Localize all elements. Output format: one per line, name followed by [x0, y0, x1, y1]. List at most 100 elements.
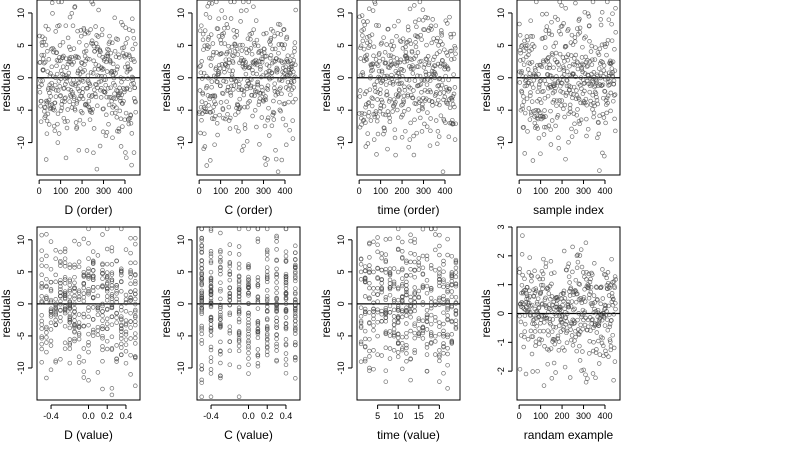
data-point [569, 126, 574, 132]
data-point [291, 69, 296, 75]
data-point [103, 77, 108, 82]
data-point [441, 296, 446, 302]
data-point [359, 122, 364, 127]
data-point [525, 67, 531, 72]
data-point [98, 95, 104, 100]
data-point [453, 274, 459, 280]
data-point [53, 297, 58, 302]
data-point [529, 278, 534, 284]
data-point [611, 345, 617, 351]
data-point [228, 0, 233, 5]
data-point [72, 94, 77, 99]
data-point [585, 11, 591, 16]
data-point [541, 256, 546, 262]
data-point [67, 282, 73, 288]
data-point [218, 312, 223, 318]
y-tick-label: 10 [496, 8, 506, 18]
data-point [264, 265, 270, 270]
data-point [260, 73, 265, 78]
data-point [109, 98, 114, 104]
data-point [567, 87, 572, 93]
data-point [90, 1, 96, 7]
data-points [358, 226, 459, 391]
data-point [133, 331, 138, 336]
data-point [88, 27, 93, 32]
data-point [540, 286, 545, 291]
data-point [258, 67, 263, 72]
data-point [395, 235, 401, 241]
data-point [78, 66, 83, 71]
data-point [250, 67, 255, 73]
data-point [265, 117, 270, 123]
data-point [39, 294, 44, 299]
data-point [52, 100, 57, 106]
data-point [231, 87, 236, 92]
data-point [363, 144, 369, 149]
data-point [406, 77, 412, 83]
data-point [538, 100, 544, 106]
data-point [78, 28, 84, 33]
data-point [242, 122, 248, 127]
y-tick-label: 0 [16, 301, 26, 306]
x-tick-label: 0.0 [82, 411, 95, 421]
data-point [101, 66, 106, 72]
data-point [200, 37, 206, 43]
data-point [81, 298, 87, 304]
data-point [71, 59, 76, 65]
data-point [255, 361, 261, 366]
data-point [404, 330, 409, 336]
data-point [270, 109, 276, 115]
y-tick-label: -5 [336, 106, 346, 114]
data-point [117, 108, 123, 114]
data-point [37, 90, 43, 95]
data-point [223, 79, 229, 85]
data-point [128, 57, 134, 62]
data-point [243, 71, 249, 77]
data-point [553, 370, 558, 375]
data-point [596, 361, 602, 366]
data-point [133, 109, 138, 115]
data-point [420, 102, 425, 107]
data-point [283, 351, 289, 356]
data-point [227, 251, 233, 256]
data-point [403, 49, 409, 55]
data-point [99, 27, 105, 32]
data-point [286, 99, 291, 105]
data-point [95, 34, 101, 39]
data-point [99, 32, 105, 38]
data-point [104, 94, 109, 100]
data-point [387, 292, 393, 298]
data-point [243, 64, 248, 70]
data-point [428, 89, 434, 95]
data-point [96, 74, 102, 79]
data-point [565, 57, 571, 63]
data-point [551, 360, 557, 366]
data-point [67, 14, 73, 20]
data-point [123, 110, 129, 116]
data-point [283, 357, 289, 362]
data-point [534, 0, 539, 5]
data-point [236, 84, 242, 90]
data-point [409, 57, 414, 62]
data-point [104, 112, 109, 118]
data-point [293, 340, 298, 345]
data-point [199, 331, 204, 337]
data-point [369, 95, 375, 101]
data-point [391, 326, 397, 332]
data-point [361, 27, 366, 32]
data-point [566, 27, 571, 32]
data-point [375, 307, 380, 312]
data-point [553, 40, 559, 46]
data-point [579, 61, 585, 67]
data-point [65, 75, 70, 81]
data-point [246, 274, 251, 280]
data-point [95, 312, 101, 318]
data-point [391, 104, 396, 109]
data-point [546, 28, 552, 34]
data-point [226, 118, 232, 123]
data-point [526, 80, 532, 86]
data-point [557, 0, 562, 5]
data-point [529, 59, 535, 65]
data-point [597, 168, 602, 173]
data-point [433, 247, 438, 253]
